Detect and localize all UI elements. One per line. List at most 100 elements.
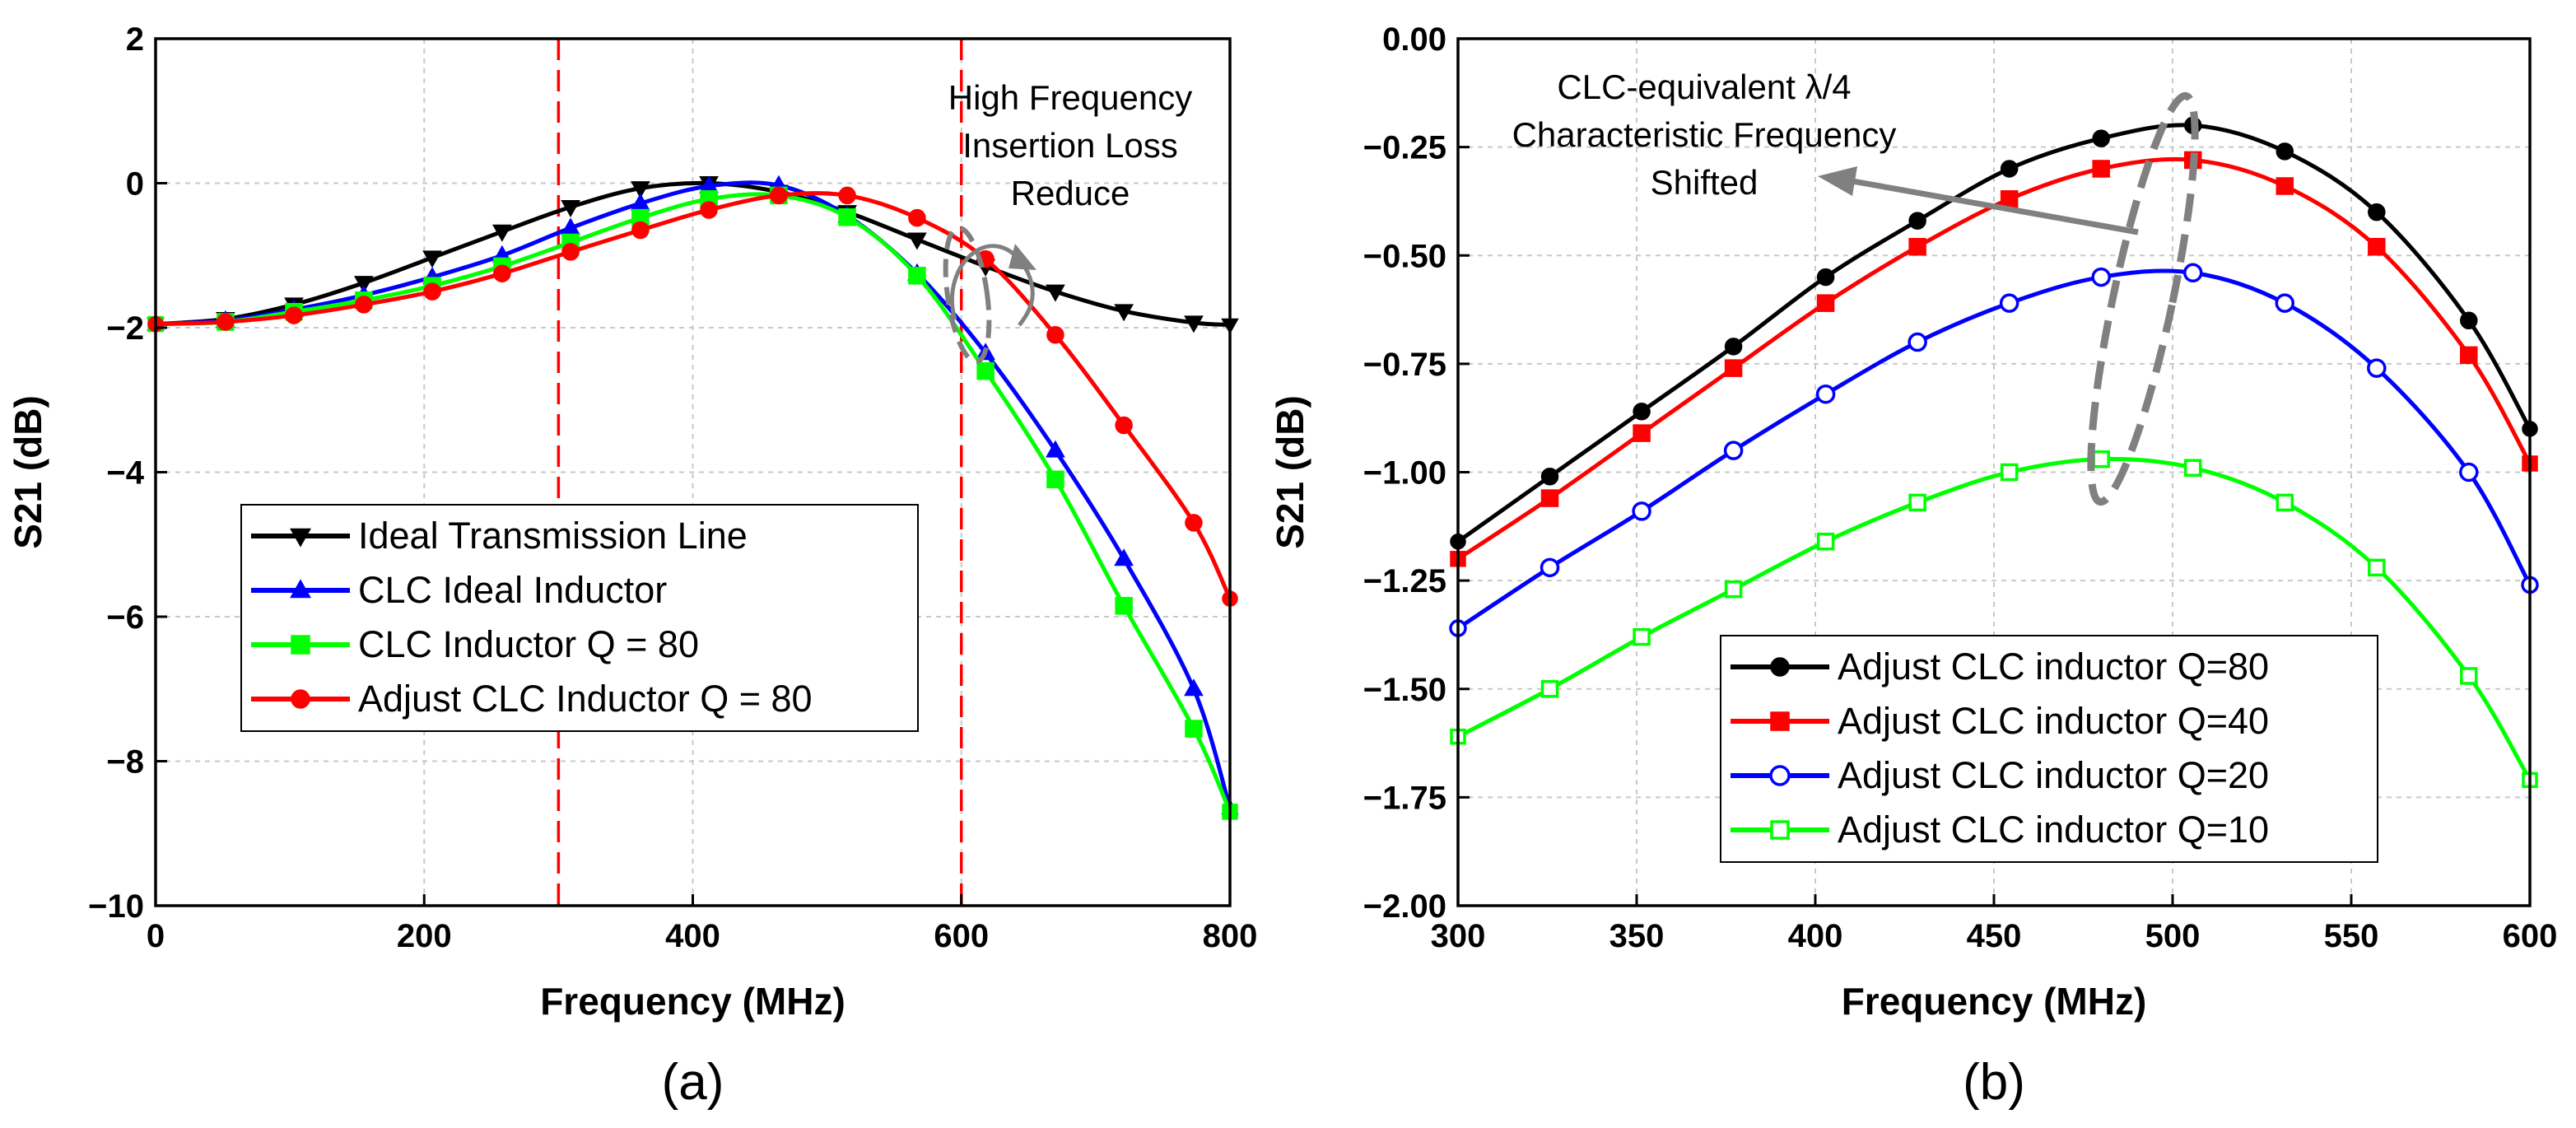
y-tick-label: −1.50 <box>1363 672 1446 708</box>
y-tick-label: −0.75 <box>1363 347 1446 383</box>
data-point <box>2092 129 2110 147</box>
highlight-ellipse <box>943 225 992 365</box>
data-point <box>838 207 856 226</box>
arrow-head <box>1818 166 1857 196</box>
data-point <box>2368 203 2386 221</box>
data-point <box>2460 311 2478 329</box>
x-tick-label: 350 <box>1609 918 1665 954</box>
legend-swatch-marker <box>291 635 310 655</box>
data-point <box>2276 493 2294 512</box>
legend-item: Adjust CLC inductor Q=40 <box>1731 700 2269 742</box>
data-point <box>561 243 580 261</box>
legend-swatch-marker <box>1769 765 1791 786</box>
legend-label: Adjust CLC inductor Q=10 <box>1838 809 2269 851</box>
data-point <box>838 186 856 205</box>
arrow-head <box>1009 244 1036 270</box>
annotation-text-line: Reduce <box>1011 174 1130 212</box>
data-point <box>561 199 580 217</box>
data-point <box>423 282 441 301</box>
data-point <box>908 267 926 285</box>
data-point <box>1632 501 1651 521</box>
x-tick-label: 600 <box>934 918 989 954</box>
x-tick-label: 550 <box>2324 918 2379 954</box>
legend-label: CLC Ideal Inductor <box>358 569 667 611</box>
highlight-ellipse <box>2087 91 2199 506</box>
legend-box <box>1720 635 2378 863</box>
data-point <box>2091 267 2111 287</box>
legend-swatch-marker <box>290 528 311 548</box>
legend-swatch-marker <box>291 689 310 709</box>
x-tick-label: 500 <box>2145 918 2201 954</box>
y-tick-label: −1.00 <box>1363 455 1446 492</box>
legend-item: CLC Ideal Inductor <box>251 569 667 611</box>
data-point <box>908 208 926 227</box>
y-tick-label: −1.25 <box>1363 563 1446 599</box>
data-point <box>976 361 995 380</box>
annotation-text-line: Insertion Loss <box>962 126 1177 165</box>
x-tick-label: 800 <box>1203 918 1258 954</box>
data-point <box>1723 440 1744 460</box>
data-point <box>422 250 442 268</box>
annotation-text-line: Shifted <box>1651 163 1758 202</box>
data-point <box>1046 284 1065 302</box>
legend-item: Adjust CLC Inductor Q = 80 <box>251 678 813 720</box>
data-point <box>1540 680 1559 698</box>
x-tick-label: 400 <box>665 918 720 954</box>
data-point <box>355 296 373 314</box>
legend-box <box>240 504 919 732</box>
data-point <box>2276 177 2294 195</box>
x-axis-title: Frequency (MHz) <box>1842 980 2147 1023</box>
data-point <box>2368 237 2386 256</box>
data-point <box>1633 403 1651 421</box>
annotation-high-frequency: High Frequency Insertion Loss Reduce <box>943 78 1192 365</box>
series-3 <box>1450 450 2538 789</box>
x-tick-label: 400 <box>1788 918 1843 954</box>
data-point <box>1816 532 1835 551</box>
legend-swatch-marker <box>1770 657 1790 677</box>
y-tick-label: −8 <box>106 744 144 781</box>
data-point <box>2460 346 2478 365</box>
data-point <box>2368 558 2386 577</box>
x-tick-label: 600 <box>2503 918 2558 954</box>
legend-item: Adjust CLC inductor Q=10 <box>1731 809 2269 851</box>
series-1 <box>1450 151 2538 567</box>
legend-label: Ideal Transmission Line <box>358 515 748 557</box>
data-point <box>353 276 374 294</box>
y-tick-label: −1.75 <box>1363 780 1446 816</box>
data-point <box>1724 338 1743 356</box>
data-point <box>2182 263 2203 283</box>
legend-swatch-marker <box>1770 820 1790 840</box>
legend-item: Adjust CLC inductor Q=80 <box>1731 646 2269 688</box>
x-tick-label: 450 <box>1967 918 2022 954</box>
legend-swatch-marker <box>1770 711 1790 731</box>
data-point <box>2275 293 2295 313</box>
data-point <box>1908 212 1926 230</box>
data-point <box>770 186 788 205</box>
data-point <box>1816 294 1835 312</box>
data-point <box>1185 514 1203 532</box>
data-point <box>217 313 235 331</box>
data-point <box>1114 304 1134 322</box>
data-point <box>1540 557 1560 578</box>
panel-caption: (b) <box>1963 1054 2025 1111</box>
data-point <box>2000 190 2019 208</box>
data-point <box>907 232 927 250</box>
legend: Adjust CLC inductor Q=80 Adjust CLC induc… <box>1720 635 2378 863</box>
data-point <box>1633 424 1651 442</box>
legend-label: CLC Inductor Q = 80 <box>358 623 699 665</box>
y-tick-label: 2 <box>126 21 144 58</box>
data-point <box>2000 463 2019 482</box>
y-axis-title: S21 (dB) <box>1269 395 1311 549</box>
y-tick-label: 0 <box>126 166 144 203</box>
y-tick-label: −2.00 <box>1363 888 1446 925</box>
data-point <box>1114 548 1134 566</box>
data-point <box>700 201 718 219</box>
data-point <box>1908 332 1927 352</box>
data-point <box>1115 597 1133 615</box>
series-3 <box>147 186 1238 607</box>
y-axis-title: S21 (dB) <box>7 395 49 549</box>
data-point <box>1540 489 1559 507</box>
data-point <box>1633 627 1651 646</box>
x-tick-label: 300 <box>1431 918 1486 954</box>
